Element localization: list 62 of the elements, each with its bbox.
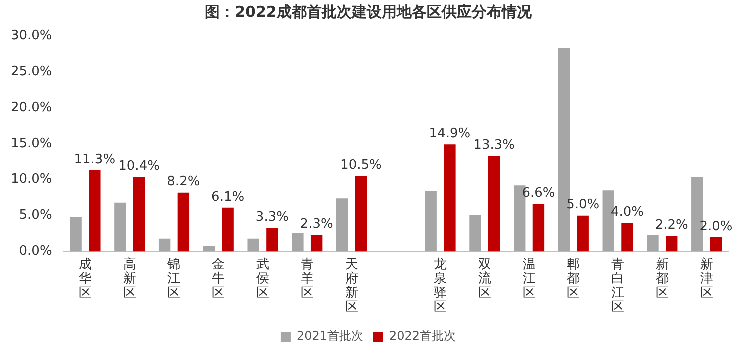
data-label: 10.4%	[118, 158, 160, 174]
bar	[622, 223, 634, 252]
data-label: 3.3%	[256, 210, 289, 225]
data-label: 2.2%	[655, 218, 688, 233]
bar	[647, 235, 659, 252]
data-label: 6.1%	[212, 190, 245, 205]
data-label: 10.5%	[340, 158, 382, 174]
legend-label: 2022首批次	[390, 329, 456, 344]
y-tick-label: 10.0%	[10, 172, 52, 188]
bar	[355, 176, 368, 252]
bar	[292, 233, 304, 252]
x-tick-label: 新津区	[700, 257, 714, 301]
x-tick-label: 青白江区	[612, 257, 625, 316]
y-tick-label: 15.0%	[10, 136, 52, 152]
chart-title: 图：2022成都首批次建设用地各区供应分布情况	[205, 2, 533, 21]
x-tick-label: 高新区	[123, 256, 136, 301]
x-tick-label: 双流区	[478, 257, 492, 301]
x-tick-label: 温江区	[522, 257, 536, 301]
x-tick-label: 郫都区	[567, 257, 580, 301]
y-tick-label: 25.0%	[10, 64, 52, 80]
data-label: 4.0%	[610, 204, 644, 220]
bar	[532, 204, 545, 252]
bar	[310, 235, 323, 252]
data-label: 14.9%	[429, 126, 471, 142]
bar	[666, 236, 678, 252]
bar	[425, 191, 437, 252]
bar	[133, 176, 146, 252]
bar	[266, 228, 278, 252]
data-label: 5.0%	[566, 198, 600, 213]
x-tick-label: 新都区	[656, 257, 669, 301]
bar	[444, 144, 456, 252]
bar	[114, 202, 126, 252]
bar	[488, 156, 500, 252]
bar	[203, 246, 216, 252]
x-tick-label: 龙泉驿区	[434, 257, 448, 316]
bar	[70, 217, 82, 252]
bar	[89, 170, 101, 252]
x-tick-label: 成华区	[78, 257, 92, 301]
x-tick-label: 武侯区	[256, 257, 270, 301]
data-label: 2.3%	[300, 217, 334, 232]
data-label: 11.3%	[74, 152, 116, 168]
data-label: 13.3%	[474, 138, 515, 154]
bar	[470, 215, 482, 252]
x-tick-label: 青羊区	[300, 257, 314, 301]
bar	[178, 192, 190, 252]
x-tick-label: 金牛区	[212, 257, 226, 301]
y-tick-label: 0.0%	[19, 244, 52, 260]
data-label: 6.6%	[522, 186, 556, 202]
y-tick-label: 5.0%	[19, 208, 52, 224]
data-label: 8.2%	[167, 174, 200, 190]
bar	[710, 237, 722, 252]
bar	[248, 238, 260, 252]
bar	[158, 238, 171, 252]
y-tick-label: 20.0%	[10, 100, 52, 116]
bar	[222, 208, 234, 252]
x-tick-label: 天府新区	[345, 257, 358, 316]
bar	[336, 198, 348, 252]
bar	[577, 216, 589, 252]
x-tick-label: 锦江区	[166, 257, 181, 301]
data-label: 2.0%	[700, 219, 733, 234]
legend-label: 2021首批次	[296, 329, 364, 344]
y-tick-label: 30.0%	[10, 28, 52, 44]
